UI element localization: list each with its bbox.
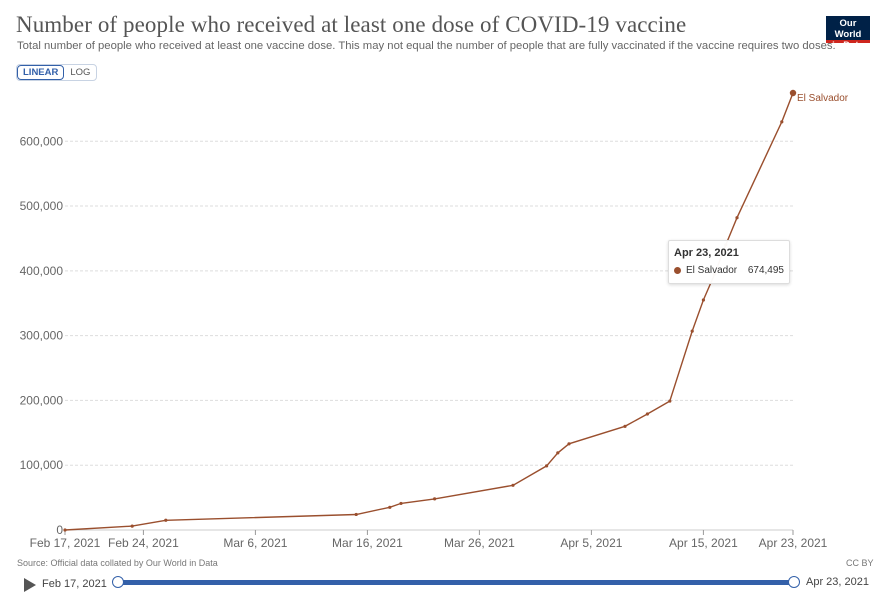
data-point[interactable]: [130, 524, 134, 528]
timeline-end-label: Apr 23, 2021: [806, 576, 869, 588]
y-tick-label: 0: [56, 523, 63, 537]
y-axis: 0 100,000 200,000 300,000 400,000 500,000 600,…: [20, 134, 64, 537]
series-labels: El Salvador: [797, 93, 849, 104]
tooltip-row: El Salvador 674,495: [674, 265, 784, 276]
data-point[interactable]: [701, 298, 706, 302]
license-link[interactable]: CC BY: [846, 558, 874, 568]
chart-subtitle: Total number of people who received at l…: [17, 40, 836, 52]
source-note[interactable]: Source: Official data collated by Our Wo…: [17, 558, 218, 568]
data-point[interactable]: [645, 412, 650, 416]
data-point[interactable]: [399, 501, 403, 506]
scale-toggle: LINEAR LOG: [16, 64, 98, 81]
y-tick-label: 600,000: [20, 134, 64, 148]
data-point[interactable]: [545, 464, 549, 468]
x-tick-label: Mar 6, 2021: [223, 536, 287, 550]
owid-logo[interactable]: Our World in Data: [826, 16, 870, 51]
x-tick-label: Feb 17, 2021: [30, 536, 101, 550]
y-tick-label: 500,000: [20, 199, 64, 213]
data-point[interactable]: [511, 483, 515, 487]
data-point[interactable]: [388, 505, 392, 509]
data-point[interactable]: [164, 518, 168, 522]
chart-title: Number of people who received at least o…: [16, 12, 687, 37]
y-tick-label: 200,000: [20, 393, 64, 407]
data-point[interactable]: [735, 216, 739, 220]
timeline-start-handle[interactable]: [112, 576, 124, 588]
x-tick-label: Apr 5, 2021: [560, 536, 622, 550]
logo-line-1: Our World: [834, 18, 862, 40]
linear-scale-button[interactable]: LINEAR: [17, 65, 65, 80]
data-point[interactable]: [63, 528, 67, 532]
play-icon[interactable]: [24, 578, 36, 592]
tooltip-date: Apr 23, 2021: [674, 247, 739, 259]
timeline-end-handle[interactable]: [788, 576, 800, 588]
timeline-start: Feb 17, 2021: [24, 576, 107, 592]
data-point[interactable]: [623, 424, 627, 428]
series-line-el-salvador[interactable]: [64, 92, 794, 531]
x-tick-label: Apr 23, 2021: [759, 536, 828, 550]
x-tick-label: Feb 24, 2021: [108, 536, 179, 550]
x-tick-label: Apr 15, 2021: [669, 536, 738, 550]
y-tick-label: 100,000: [20, 458, 64, 472]
x-tick-label: Mar 16, 2021: [332, 536, 403, 550]
x-tick-label: Mar 26, 2021: [444, 536, 515, 550]
timeline-track[interactable]: [117, 580, 793, 585]
data-point[interactable]: [567, 442, 571, 446]
data-point[interactable]: [690, 329, 694, 333]
log-scale-button[interactable]: LOG: [70, 67, 91, 78]
grid-lines: [65, 140, 793, 531]
y-tick-label: 400,000: [20, 264, 64, 278]
timeline-start-label: Feb 17, 2021: [42, 578, 107, 590]
data-point[interactable]: [556, 451, 560, 455]
data-point[interactable]: [433, 497, 437, 501]
data-point[interactable]: [668, 399, 672, 403]
tooltip: Apr 23, 2021 El Salvador 674,495: [668, 240, 790, 284]
highlight-point[interactable]: [789, 89, 797, 97]
tooltip-series-dot: [674, 267, 681, 274]
logo-line-2: in Data: [832, 40, 864, 51]
tooltip-series-name: El Salvador: [686, 265, 738, 276]
data-point[interactable]: [780, 120, 784, 124]
data-point[interactable]: [354, 512, 358, 517]
x-axis: Feb 17, 2021 Feb 24, 2021 Mar 6, 2021 Mar 1…: [30, 530, 828, 550]
series-end-label[interactable]: El Salvador: [797, 93, 849, 104]
y-tick-label: 300,000: [20, 329, 64, 343]
tooltip-value: 674,495: [747, 265, 784, 276]
